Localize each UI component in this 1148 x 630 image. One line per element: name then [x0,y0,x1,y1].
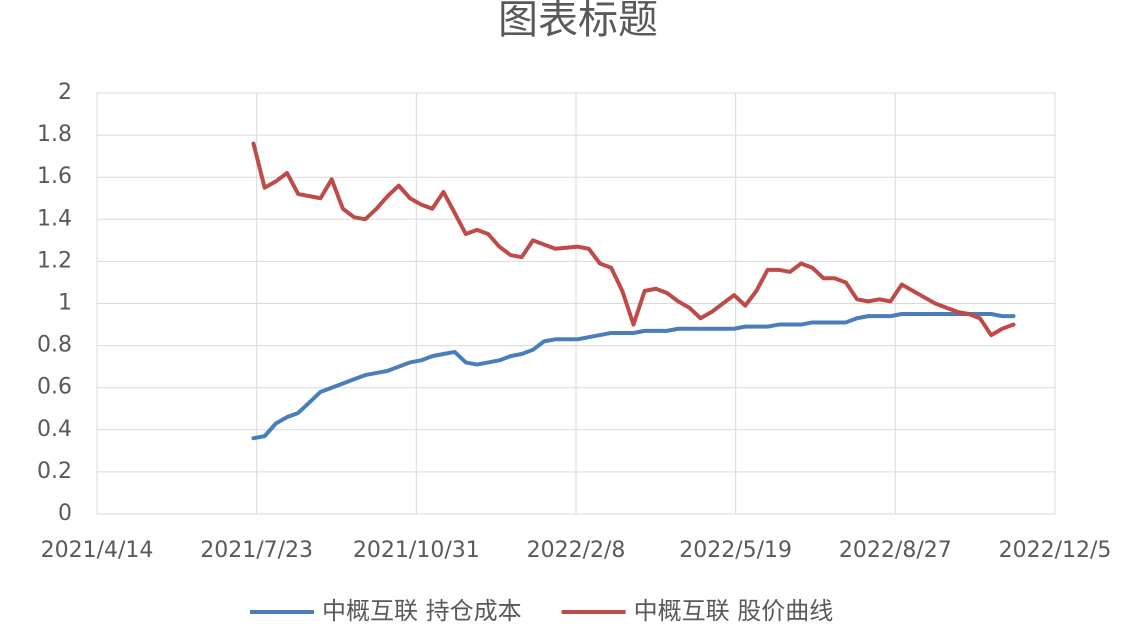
x-tick-label: 2022/8/27 [839,538,952,563]
y-tick-label: 1.8 [37,122,72,147]
y-tick-label: 0.2 [37,459,72,484]
x-tick-label: 2021/4/14 [41,538,154,563]
legend-label: 中概互联 持仓成本 [322,597,522,625]
y-tick-label: 0.4 [37,417,72,442]
y-tick-label: 0 [58,501,72,526]
y-tick-label: 1.6 [37,164,72,189]
x-tick-label: 2022/12/5 [999,538,1112,563]
legend: 中概互联 持仓成本 中概互联 股价曲线 [250,597,833,625]
y-tick-label: 1 [58,291,72,316]
legend-label: 中概互联 股价曲线 [634,597,834,625]
chart-title: 图表标题 [498,0,658,43]
y-tick-label: 1.2 [37,248,72,273]
x-tick-label: 2021/10/31 [353,538,480,563]
y-tick-label: 2 [58,80,72,105]
y-tick-label: 0.8 [37,333,72,358]
y-tick-label: 0.6 [37,375,72,400]
series-line [251,312,1016,441]
x-tick-label: 2022/2/8 [527,538,626,563]
y-tick-label: 1.4 [37,206,72,231]
x-tick-label: 2021/7/23 [200,538,313,563]
x-tick-label: 2022/5/19 [679,538,792,563]
series-line [251,141,1016,338]
